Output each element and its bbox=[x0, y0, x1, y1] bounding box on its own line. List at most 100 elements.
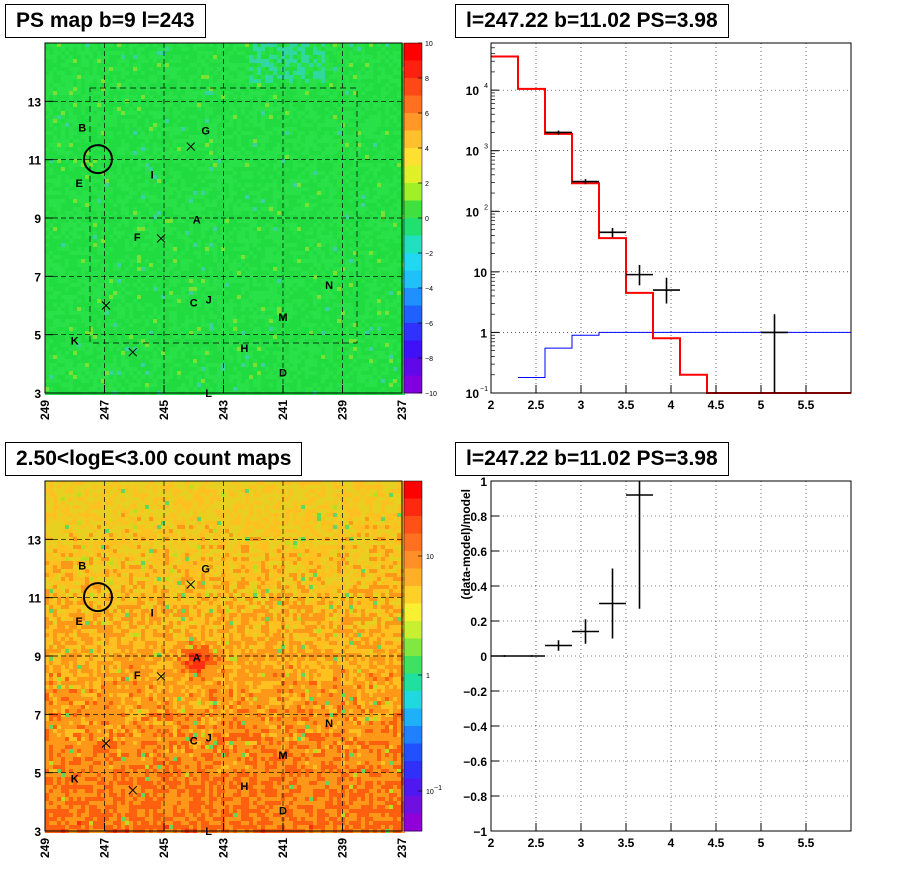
palette-tick-label: 8 bbox=[425, 76, 429, 83]
palette-tick-label: 10 bbox=[426, 554, 434, 561]
y-tick-label: 10 bbox=[466, 387, 480, 401]
source-label: I bbox=[151, 607, 154, 619]
y-tick-label: 11 bbox=[28, 154, 41, 168]
y-tick-label: 5 bbox=[34, 329, 41, 343]
source-label: K bbox=[71, 774, 79, 786]
source-label: C bbox=[190, 736, 198, 748]
palette-tick-label: 6 bbox=[425, 111, 429, 118]
x-tick-label: 241 bbox=[276, 838, 290, 858]
x-tick-label: 2 bbox=[488, 398, 495, 412]
source-label: B bbox=[78, 123, 86, 135]
y-tick-label: 10 bbox=[466, 145, 480, 159]
background-model-line bbox=[518, 332, 851, 377]
source-label: C bbox=[190, 298, 198, 310]
x-tick-label: 245 bbox=[157, 400, 171, 420]
x-tick-label: 5 bbox=[758, 836, 765, 850]
source-label: M bbox=[278, 750, 287, 762]
residual-title: l=247.22 b=11.02 PS=3.98 bbox=[455, 442, 729, 476]
y-tick-exponent: 2 bbox=[484, 204, 488, 211]
x-tick-label: 247 bbox=[98, 400, 112, 420]
y-tick-label: 9 bbox=[34, 212, 41, 226]
source-label: A bbox=[193, 652, 201, 664]
source-label: I bbox=[151, 169, 154, 181]
y-tick-label: 7 bbox=[34, 270, 41, 284]
count_map-palette bbox=[404, 481, 422, 832]
x-tick-label: 3 bbox=[578, 836, 585, 850]
x-tick-label: 4.5 bbox=[708, 398, 725, 412]
residual-data-point bbox=[545, 640, 572, 651]
source-label: A bbox=[193, 214, 201, 226]
y-tick-label: 7 bbox=[34, 708, 41, 722]
ps-map-title: PS map b=9 l=243 bbox=[5, 4, 206, 38]
x-tick-label: 245 bbox=[157, 838, 171, 858]
palette-tick-label: −2 bbox=[425, 251, 433, 258]
source-label: L bbox=[205, 388, 212, 400]
spectrum-title: l=247.22 b=11.02 PS=3.98 bbox=[455, 4, 729, 38]
palette-tick-label: 4 bbox=[425, 146, 429, 153]
y-tick-label: 5 bbox=[34, 767, 41, 781]
total-model-line bbox=[491, 56, 851, 393]
source-label: D bbox=[279, 806, 287, 818]
source-label: F bbox=[134, 670, 141, 682]
count-map-title: 2.50<logE<3.00 count maps bbox=[5, 442, 302, 476]
y-tick-exponent: 3 bbox=[484, 144, 488, 151]
palette-tick-label: 10 bbox=[425, 41, 433, 48]
source-label: B bbox=[78, 561, 86, 573]
palette-tick-label: −6 bbox=[425, 321, 433, 328]
source-label: J bbox=[206, 295, 212, 307]
x-tick-label: 243 bbox=[217, 838, 231, 858]
palette-tick-label: 0 bbox=[425, 216, 429, 223]
y-tick-label: 10 bbox=[474, 266, 488, 280]
source-label: F bbox=[134, 232, 141, 244]
source-label: H bbox=[240, 343, 248, 355]
y-tick-label: 1 bbox=[480, 475, 487, 489]
x-tick-label: 3 bbox=[578, 398, 585, 412]
x-tick-label: 3.5 bbox=[618, 398, 635, 412]
spectrum-data-point bbox=[599, 228, 626, 237]
x-tick-label: 239 bbox=[336, 838, 350, 858]
palette-tick-label: 1 bbox=[426, 673, 430, 680]
source-label: E bbox=[76, 178, 83, 190]
source-label: J bbox=[206, 733, 212, 745]
x-tick-label: 2.5 bbox=[528, 836, 545, 850]
count_map-heatmap bbox=[45, 481, 405, 833]
x-tick-label: 239 bbox=[336, 400, 350, 420]
source-label: G bbox=[201, 126, 210, 138]
x-tick-label: 5 bbox=[758, 398, 765, 412]
x-tick-label: 4 bbox=[668, 836, 675, 850]
y-tick-label: 13 bbox=[28, 533, 42, 547]
source-label: K bbox=[71, 336, 79, 348]
residual-data-point bbox=[626, 481, 653, 609]
source-label: N bbox=[325, 718, 333, 730]
x-tick-label: 4 bbox=[668, 398, 675, 412]
source-label: H bbox=[240, 781, 248, 793]
y-tick-label: 10 bbox=[466, 205, 480, 219]
y-tick-label: 13 bbox=[28, 95, 42, 109]
residual-data-point bbox=[518, 655, 545, 657]
y-tick-label: 10 bbox=[466, 84, 480, 98]
palette-tick-label: −10 bbox=[425, 391, 437, 398]
x-tick-label: 5.5 bbox=[798, 398, 815, 412]
x-tick-label: 237 bbox=[395, 400, 409, 420]
source-label: G bbox=[201, 564, 210, 576]
x-tick-label: 249 bbox=[38, 838, 52, 858]
residual-y-axis-label: (data-model)/model bbox=[459, 489, 473, 600]
y-tick-label: −0.6 bbox=[463, 755, 487, 769]
x-tick-label: 4.5 bbox=[708, 836, 725, 850]
source-label: D bbox=[279, 368, 287, 380]
palette-tick-label: 10 bbox=[426, 789, 434, 796]
y-tick-label: −1 bbox=[473, 825, 487, 839]
x-tick-label: 2 bbox=[488, 836, 495, 850]
y-tick-label: 3 bbox=[34, 825, 41, 839]
source-label: L bbox=[205, 826, 212, 838]
source-label: M bbox=[278, 312, 287, 324]
y-tick-label: 1 bbox=[480, 326, 487, 340]
x-tick-label: 243 bbox=[217, 400, 231, 420]
x-tick-label: 249 bbox=[38, 400, 52, 420]
x-tick-label: 241 bbox=[276, 400, 290, 420]
palette-tick-label: 2 bbox=[425, 181, 429, 188]
x-tick-label: 237 bbox=[395, 838, 409, 858]
ps_map-heatmap bbox=[45, 43, 405, 395]
y-tick-exponent: −1 bbox=[480, 386, 488, 393]
x-tick-label: 5.5 bbox=[798, 836, 815, 850]
